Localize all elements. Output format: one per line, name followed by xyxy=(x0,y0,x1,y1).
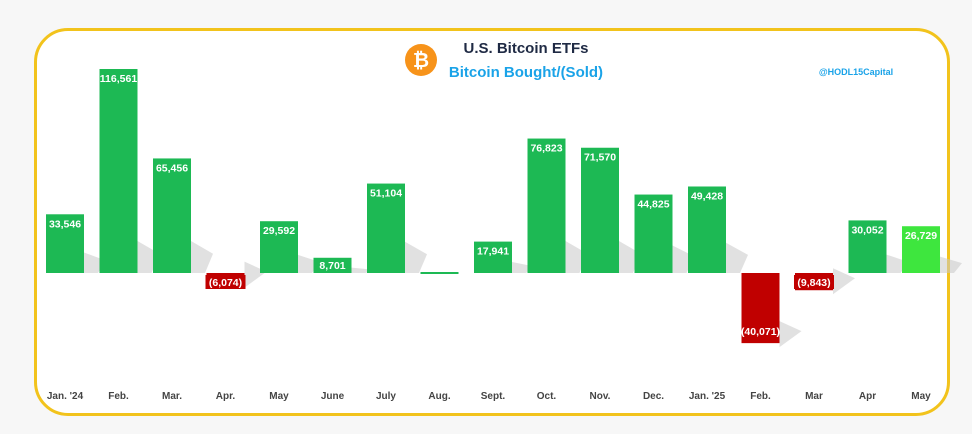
bar-shadow xyxy=(405,241,427,273)
value-label: 29,592 xyxy=(263,225,295,237)
x-tick-label: Jan. '24 xyxy=(47,391,84,402)
x-tick-label: Oct. xyxy=(537,391,557,402)
x-tick-label: Mar. xyxy=(162,391,182,402)
value-label-background xyxy=(205,275,246,289)
value-label: 8,701 xyxy=(319,260,345,272)
value-label: 17,941 xyxy=(477,246,509,258)
bar-shadow xyxy=(726,242,748,273)
svg-text:₿: ₿ xyxy=(413,50,429,72)
value-label: 33,546 xyxy=(49,218,81,230)
value-label: 51,104 xyxy=(370,188,402,200)
bar xyxy=(153,158,191,273)
value-label: 30,052 xyxy=(851,224,883,236)
value-label: (40,071) xyxy=(741,326,780,338)
x-tick-label: Feb. xyxy=(108,391,129,402)
x-tick-label: Sept. xyxy=(481,391,506,402)
x-tick-label: Jan. '25 xyxy=(689,391,726,402)
value-label: 116,561 xyxy=(100,73,138,85)
x-tick-label: Dec. xyxy=(643,391,664,402)
bar xyxy=(848,220,887,273)
bar xyxy=(634,194,673,273)
bitcoin-icon: ₿ xyxy=(405,44,437,76)
chart-title: U.S. Bitcoin ETFs xyxy=(463,40,588,57)
value-label: 65,456 xyxy=(156,162,188,174)
bar xyxy=(527,138,566,273)
x-tick-label: Apr. xyxy=(216,391,236,402)
bar xyxy=(420,272,459,274)
value-label: (9,843) xyxy=(797,277,830,289)
bar xyxy=(474,241,512,273)
bar-shadow xyxy=(244,261,267,288)
value-label: 49,428 xyxy=(691,190,723,202)
value-label: 44,825 xyxy=(637,199,669,211)
bar-shadow xyxy=(833,268,855,295)
twitter-handle: @HODL15Capital xyxy=(819,67,893,77)
x-tick-label: July xyxy=(376,391,396,402)
x-tick-label: May xyxy=(911,391,931,402)
bar xyxy=(46,214,84,273)
bar-shadow xyxy=(191,241,213,273)
bar-shadow xyxy=(779,321,802,348)
value-label: 76,823 xyxy=(530,143,562,155)
bar-shadow xyxy=(940,256,962,273)
x-tick-label: June xyxy=(321,391,345,402)
x-tick-label: Mar xyxy=(805,391,823,402)
x-tick-label: Nov. xyxy=(590,391,611,402)
bar xyxy=(902,226,940,273)
value-label: (6,074) xyxy=(209,277,242,289)
bar xyxy=(313,257,352,273)
chart-subtitle: Bitcoin Bought/(Sold) xyxy=(449,64,603,81)
x-tick-label: Apr xyxy=(859,391,876,402)
x-tick-label: May xyxy=(269,391,289,402)
value-label: 71,570 xyxy=(584,152,616,164)
x-tick-label: Aug. xyxy=(428,391,450,402)
value-label: 26,729 xyxy=(905,230,937,242)
bar xyxy=(741,273,780,344)
bar xyxy=(688,186,726,273)
bar xyxy=(367,183,405,273)
bar xyxy=(581,147,619,273)
bar xyxy=(260,221,298,273)
x-tick-label: Feb. xyxy=(750,391,771,402)
value-label-background xyxy=(794,275,834,289)
bar xyxy=(99,69,138,273)
